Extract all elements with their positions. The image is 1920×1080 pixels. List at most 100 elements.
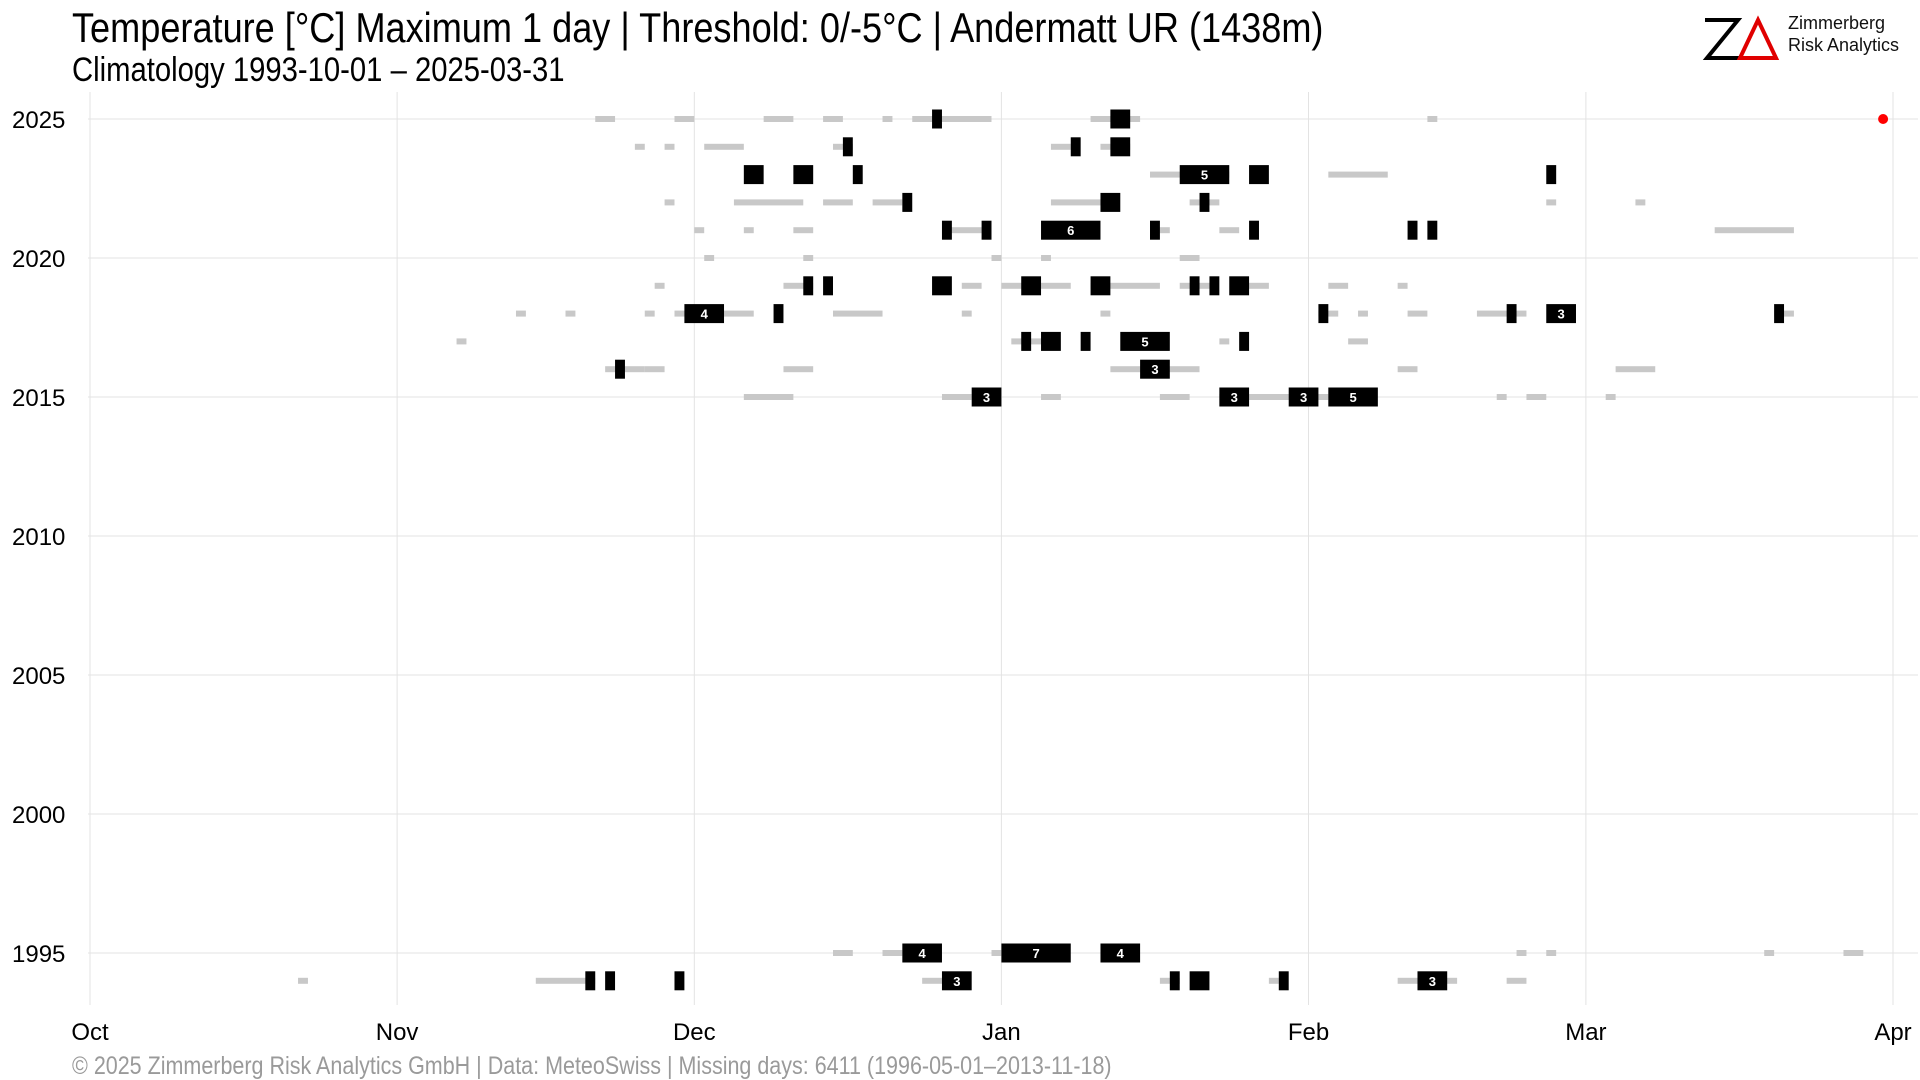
major-event-bar xyxy=(1407,220,1418,240)
major-event-bar xyxy=(585,971,596,991)
major-event-bar xyxy=(1169,971,1180,991)
minor-event-bar xyxy=(1159,394,1190,400)
major-event-bar xyxy=(1219,387,1250,407)
minor-event-bar xyxy=(733,199,804,206)
major-event-bar xyxy=(941,220,952,240)
minor-event-bar xyxy=(1358,310,1368,317)
major-event-bar xyxy=(1001,943,1071,963)
minor-event-bar xyxy=(793,227,814,234)
logo-line2: Risk Analytics xyxy=(1788,35,1900,55)
minor-event-bar xyxy=(922,977,942,984)
y-tick-label: 2010 xyxy=(12,524,65,551)
major-event-bar xyxy=(1090,276,1111,296)
x-tick-label: Dec xyxy=(673,1019,716,1046)
minor-event-bar xyxy=(1615,366,1656,373)
major-event-bar xyxy=(803,276,814,296)
y-tick-label: 1995 xyxy=(12,941,65,968)
minor-event-bar xyxy=(1526,394,1547,400)
major-event-bar xyxy=(1288,387,1319,407)
major-event-bar xyxy=(823,276,833,296)
minor-event-bar xyxy=(694,227,705,234)
minor-event-bar xyxy=(1328,282,1349,289)
chart-title: Temperature [°C] Maximum 1 day | Thresho… xyxy=(72,4,1324,51)
major-event-bar xyxy=(1100,192,1121,212)
minor-event-bar xyxy=(961,282,982,289)
minor-event-bar xyxy=(565,310,576,317)
grid-layer xyxy=(88,92,1918,1005)
minor-event-bar xyxy=(743,394,794,400)
major-event-bar xyxy=(971,387,1002,407)
minor-event-bar xyxy=(961,310,972,317)
major-event-bar xyxy=(1427,220,1438,240)
x-tick-label: Apr xyxy=(1874,1019,1911,1046)
minor-event-bar xyxy=(1605,394,1616,400)
minor-event-bar xyxy=(1100,310,1111,317)
major-event-bar xyxy=(1021,331,1032,351)
minor-event-bar xyxy=(783,282,814,289)
event-count-label: 3 xyxy=(1429,974,1436,989)
major-event-bar xyxy=(1110,109,1131,129)
event-count-label: 6 xyxy=(1067,223,1074,238)
major-event-bar xyxy=(902,192,913,212)
major-event-bar xyxy=(1041,331,1061,351)
major-event-bar xyxy=(1546,304,1576,324)
minor-event-bar xyxy=(1496,394,1507,400)
major-event-bar xyxy=(1199,192,1210,212)
minor-event-bar xyxy=(1090,282,1160,289)
major-event-bar xyxy=(743,165,764,185)
major-event-bar xyxy=(1120,331,1170,351)
major-event-bar xyxy=(1506,304,1517,324)
major-event-bar xyxy=(1417,971,1448,991)
minor-event-bar xyxy=(1546,199,1557,206)
minor-event-bar xyxy=(1397,366,1418,373)
major-event-bar xyxy=(1328,387,1378,407)
event-count-label: 3 xyxy=(1558,307,1565,322)
minor-event-bar xyxy=(1050,199,1101,206)
minor-event-bar xyxy=(704,255,715,261)
major-event-bar xyxy=(1278,971,1289,991)
major-event-bar xyxy=(1774,304,1785,324)
major-event-bar xyxy=(842,137,853,157)
major-event-bar xyxy=(1239,331,1250,351)
major-event-bar xyxy=(1189,971,1210,991)
major-event-bar xyxy=(932,109,942,129)
minor-event-bar xyxy=(803,255,814,261)
footer-credits: © 2025 Zimmerberg Risk Analytics GmbH | … xyxy=(72,1052,1112,1080)
major-event-bar xyxy=(605,971,616,991)
minor-event-bar xyxy=(823,116,843,122)
minor-event-bar xyxy=(1268,977,1279,984)
minor-event-bar xyxy=(1427,116,1438,122)
major-event-bar xyxy=(1249,220,1259,240)
x-tick-label: Oct xyxy=(71,1019,109,1046)
minor-event-bar xyxy=(991,255,1002,261)
x-tick-label: Jan xyxy=(982,1019,1021,1046)
major-event-bar xyxy=(1249,165,1269,185)
x-tick-label: Feb xyxy=(1288,1019,1329,1046)
major-event-bar xyxy=(1318,304,1329,324)
minor-event-bar xyxy=(1328,171,1388,178)
latest-day-marker xyxy=(1878,114,1889,124)
minor-event-bar xyxy=(1050,143,1071,150)
minor-event-bar xyxy=(1239,282,1269,289)
event-count-label: 3 xyxy=(1231,390,1238,405)
event-count-label: 7 xyxy=(1032,946,1039,961)
major-event-bar xyxy=(1189,276,1200,296)
minor-event-bar xyxy=(1546,950,1557,956)
minor-event-bar xyxy=(1219,227,1240,234)
minor-event-bar xyxy=(1041,394,1061,400)
major-event-bar xyxy=(1150,220,1160,240)
minor-event-bar xyxy=(1219,394,1329,400)
major-event-bar xyxy=(941,971,972,991)
minor-events xyxy=(298,116,1864,984)
event-count-label: 3 xyxy=(983,390,990,405)
minor-event-bar xyxy=(664,199,675,206)
minor-event-bar xyxy=(1506,977,1527,984)
event-count-label: 4 xyxy=(919,946,927,961)
major-event-bar xyxy=(932,276,952,296)
minor-event-bar xyxy=(298,977,308,984)
major-event-bar xyxy=(793,165,814,185)
major-event-bar xyxy=(1209,276,1220,296)
event-count-label: 3 xyxy=(1300,390,1307,405)
